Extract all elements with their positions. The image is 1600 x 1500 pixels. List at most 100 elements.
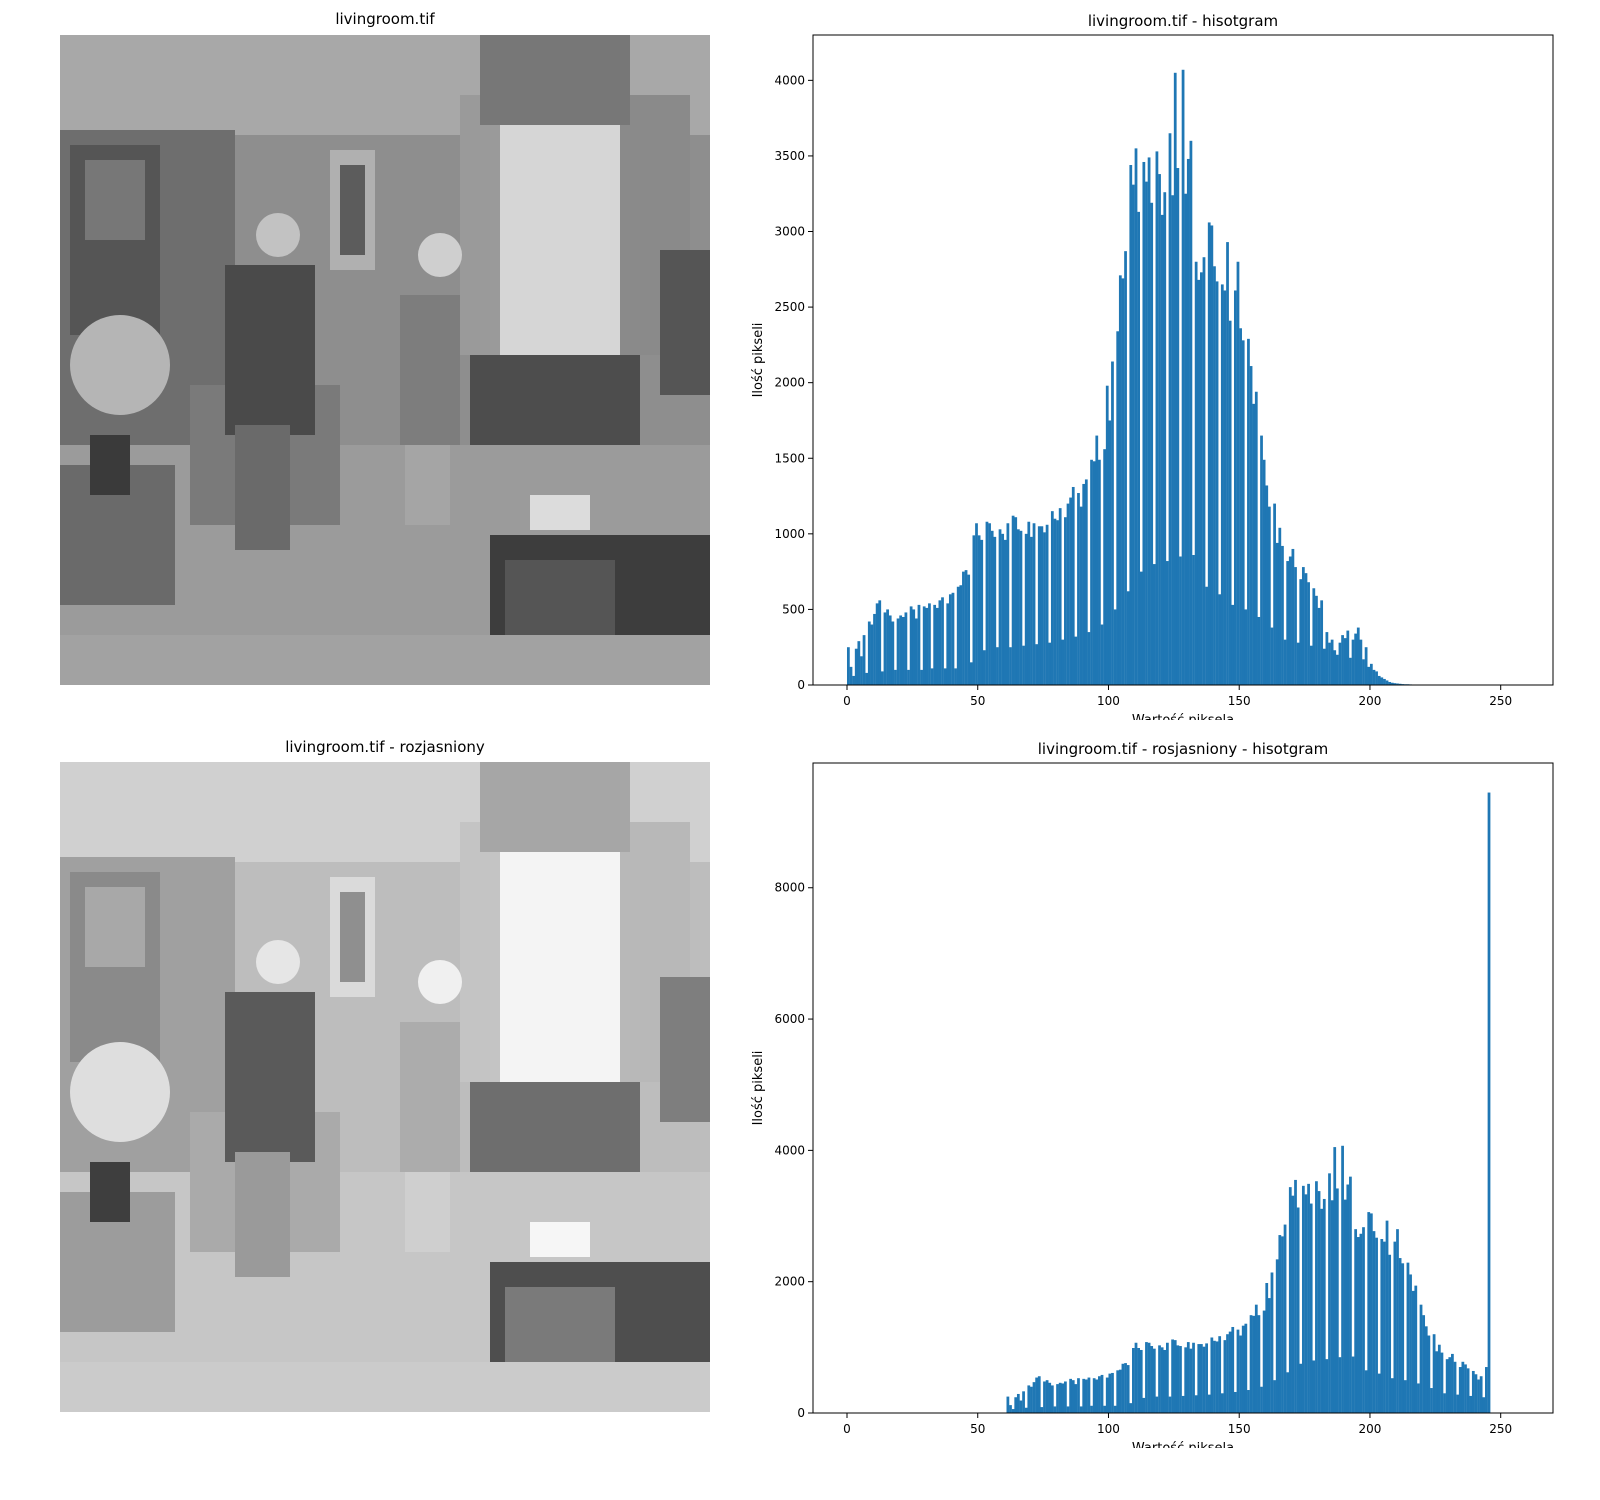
hist-original-bar: [1095, 435, 1099, 685]
hist-original-bar: [1233, 290, 1237, 685]
hist-original-bar: [1241, 340, 1245, 685]
hist-brightened-bar: [1090, 1405, 1093, 1413]
hist-brightened-bar: [1288, 1187, 1292, 1413]
hist-brightened-bar: [1194, 1395, 1198, 1413]
hist-original-bar: [909, 606, 913, 685]
hist-original-bar: [1150, 202, 1154, 686]
hist-original-bar: [1223, 290, 1227, 685]
hist-original-bar: [1304, 573, 1308, 685]
hist-original-bar: [1349, 657, 1352, 685]
hist-original-bar: [854, 648, 858, 685]
hist-original-xtick-label: 250: [1489, 694, 1512, 708]
hist-brightened-bar: [1451, 1353, 1454, 1413]
hist-original-bar: [1035, 644, 1039, 685]
hist-brightened-bar: [1176, 1345, 1180, 1413]
hist-original-bar: [865, 672, 869, 685]
hist-brightened-bar: [1095, 1379, 1099, 1413]
hist-original-bar: [1267, 506, 1271, 685]
hist-original-bar: [914, 618, 918, 685]
hist-original-bar: [1066, 503, 1070, 685]
hist-brightened-bar: [1061, 1383, 1065, 1413]
hist-brightened-bar: [1409, 1274, 1412, 1413]
hist-brightened-bar: [1474, 1374, 1478, 1413]
hist-original-bar: [1181, 69, 1185, 685]
hist-original-ytick-label: 3000: [774, 225, 805, 239]
hist-brightened-bar: [1369, 1213, 1373, 1413]
hist-original-bar: [1288, 556, 1292, 685]
hist-original-bar: [1014, 517, 1018, 685]
hist-brightened-bar: [1247, 1390, 1250, 1413]
hist-original-bar: [1301, 567, 1305, 685]
hist-brightened-bar: [1309, 1203, 1313, 1413]
hist-original-bar: [1294, 567, 1297, 685]
hist-original-bar: [972, 535, 976, 685]
hist-original-bar: [1213, 266, 1216, 685]
hist-brightened-bar: [1265, 1283, 1269, 1413]
hist-original-bar: [1218, 594, 1222, 685]
hist-original-bar: [1286, 561, 1290, 685]
hist-original-bar: [1354, 633, 1358, 685]
hist-original-bar: [1194, 261, 1198, 685]
hist-original-bar: [1396, 683, 1399, 685]
hist-original-bar: [1315, 595, 1318, 685]
hist-brightened-bar: [1252, 1315, 1256, 1413]
hist-brightened-bar: [1181, 1395, 1185, 1413]
hist-original-title: livingroom.tif - hisotgram: [1088, 12, 1278, 30]
hist-brightened-bar: [1035, 1377, 1039, 1413]
hist-original-bar: [1173, 72, 1177, 686]
hist-original-bar: [982, 650, 986, 685]
hist-brightened-bar: [1403, 1380, 1407, 1413]
hist-brightened-bar: [1121, 1363, 1125, 1413]
hist-brightened-bar: [1419, 1304, 1423, 1413]
hist-original-bar: [980, 539, 984, 685]
hist-original-bar: [1257, 616, 1261, 685]
hist-brightened-bar: [1118, 1369, 1122, 1413]
hist-original-bar: [846, 647, 850, 685]
hist-original-bar: [951, 592, 955, 685]
hist-brightened-bar: [1333, 1147, 1337, 1413]
hist-original-bar: [1270, 627, 1274, 685]
hist-brightened-bar: [1354, 1229, 1358, 1413]
hist-original-bar: [1019, 530, 1023, 685]
hist-brightened-bar: [1116, 1370, 1120, 1413]
hist-original-bar: [1291, 548, 1295, 685]
hist-brightened-bar: [1341, 1145, 1344, 1413]
hist-original-bar: [967, 574, 971, 685]
hist-original-bar: [1356, 627, 1360, 685]
hist-brightened-bar: [1084, 1379, 1088, 1413]
hist-brightened-bar: [1482, 1397, 1486, 1413]
hist-brightened-xlabel: Wartość piksela: [1132, 1441, 1234, 1448]
hist-brightened-xtick-label: 0: [843, 1422, 851, 1436]
hist-original-axes-frame: [812, 34, 1554, 686]
hist-original-ytick-label: 1500: [774, 451, 805, 465]
hist-original-bar: [1262, 459, 1266, 685]
hist-brightened-bar: [1432, 1334, 1436, 1413]
hist-original-bar: [901, 616, 905, 685]
hist-brightened-bar: [1069, 1378, 1073, 1413]
hist-original-bar: [1369, 663, 1373, 685]
hist-brightened-bar: [1346, 1184, 1350, 1413]
hist-brightened-bar: [1147, 1342, 1151, 1413]
hist-brightened-bar: [1145, 1342, 1148, 1413]
hist-brightened-bar: [1092, 1378, 1096, 1413]
hist-original-bar: [875, 603, 879, 685]
hist-brightened-bar: [1349, 1176, 1352, 1413]
hist-brightened-bar: [1087, 1377, 1091, 1413]
hist-brightened-bar: [1461, 1361, 1465, 1413]
hist-original-bar: [1032, 523, 1036, 685]
hist-original-bar: [1362, 659, 1365, 685]
hist-original-bar: [1168, 133, 1172, 685]
hist-brightened-bar: [1424, 1326, 1428, 1413]
hist-brightened-bar: [1453, 1361, 1457, 1413]
hist-original-bar: [946, 603, 950, 685]
hist-original-xtick-label: 0: [843, 694, 851, 708]
hist-original-bar: [1139, 571, 1143, 685]
hist-brightened-bars: [1006, 792, 1491, 1413]
hist-brightened-bar: [1139, 1349, 1143, 1413]
hist-original-bar: [1383, 678, 1386, 685]
hist-brightened-bar: [1275, 1259, 1279, 1413]
hist-original-bar: [1176, 168, 1180, 685]
hist-original-bar: [1346, 630, 1350, 685]
hist-brightened-bar: [1291, 1195, 1295, 1413]
hist-original-bar: [948, 594, 952, 685]
